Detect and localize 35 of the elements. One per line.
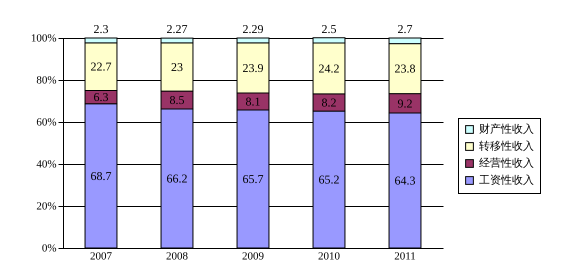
data-label: 65.2 xyxy=(318,172,340,187)
x-tick-label: 2011 xyxy=(394,250,416,262)
x-tick-label: 2007 xyxy=(90,250,112,262)
data-label: 68.7 xyxy=(90,168,112,183)
data-label: 22.7 xyxy=(90,60,112,74)
y-tick-label: 80% xyxy=(36,74,56,86)
x-tick-label: 2008 xyxy=(166,250,188,262)
data-label: 23.9 xyxy=(242,60,264,75)
data-label: 65.7 xyxy=(242,172,264,186)
legend-label: 转移性收入 xyxy=(479,140,534,152)
data-label: 2.27 xyxy=(166,22,188,36)
y-tick-label: 40% xyxy=(36,158,56,170)
data-label: 8.1 xyxy=(246,94,260,109)
data-label: 23 xyxy=(171,60,183,74)
x-tick-label: 2009 xyxy=(242,250,264,262)
data-label: 2.7 xyxy=(398,22,412,36)
data-label: 8.5 xyxy=(170,93,184,108)
legend-label: 财产性收入 xyxy=(479,122,534,136)
data-label: 2.5 xyxy=(322,22,336,36)
x-tick-label: 2010 xyxy=(318,250,340,262)
data-label: 2.29 xyxy=(242,22,264,36)
data-label: 2.3 xyxy=(94,22,108,36)
legend-label: 工资性收入 xyxy=(479,174,534,186)
legend-label: 经营性收入 xyxy=(479,156,534,170)
data-label: 8.2 xyxy=(322,95,336,110)
data-label: 24.2 xyxy=(318,61,340,76)
y-tick-label: 0% xyxy=(42,242,56,254)
data-label: 23.8 xyxy=(394,62,416,76)
data-label: 66.2 xyxy=(166,171,188,186)
y-tick-label: 20% xyxy=(36,200,56,212)
data-label: 64.3 xyxy=(394,173,416,188)
data-label: 6.3 xyxy=(94,90,108,104)
y-tick-label: 60% xyxy=(36,116,56,128)
y-tick-label: 100% xyxy=(30,32,56,44)
data-label: 9.2 xyxy=(398,96,412,110)
